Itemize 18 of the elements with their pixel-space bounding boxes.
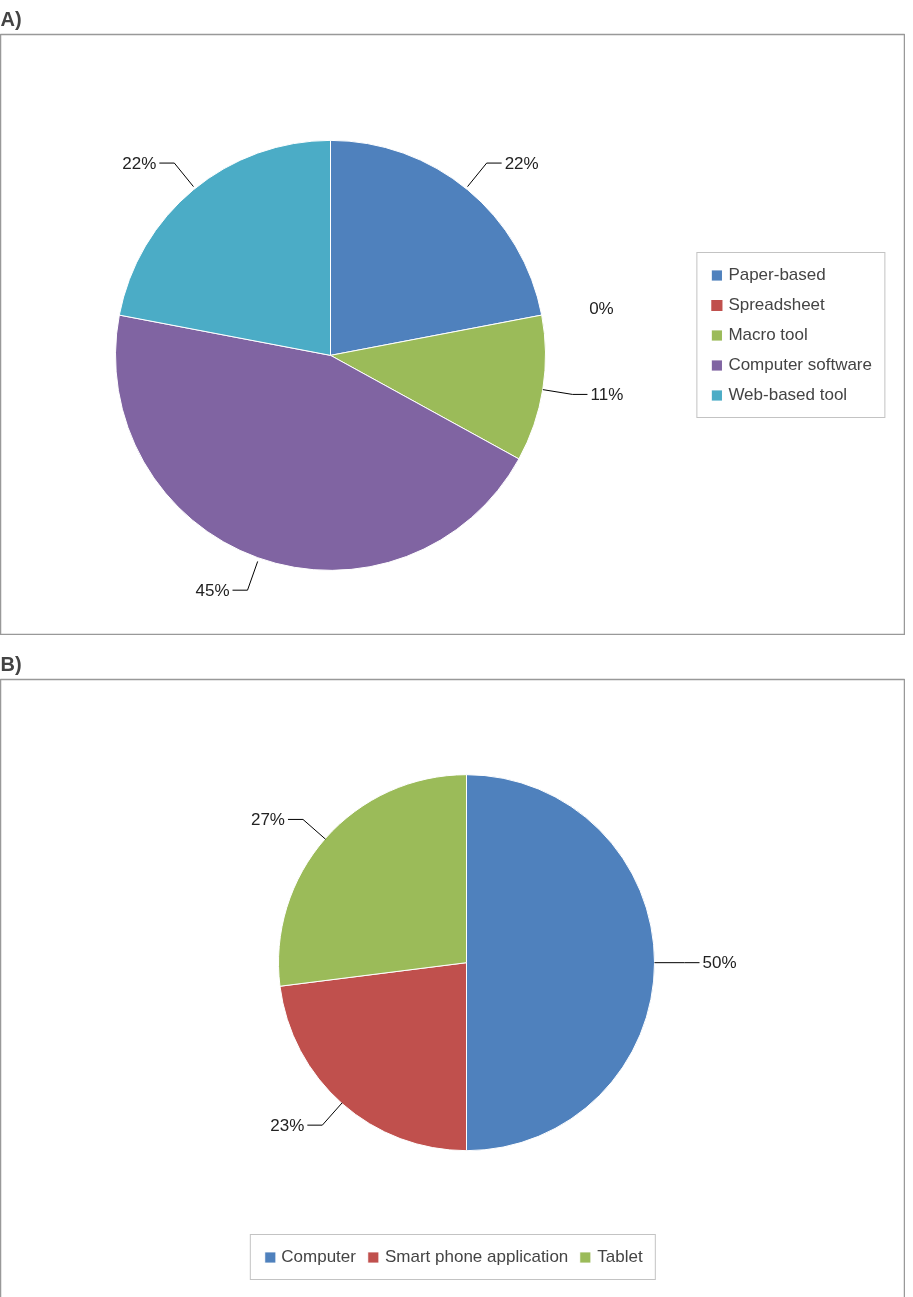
data-label: 27% xyxy=(250,809,285,829)
data-label: 22% xyxy=(122,153,157,173)
legend-label: Tablet xyxy=(597,1247,643,1267)
data-label: 11% xyxy=(590,384,624,404)
legend-label: Paper-based xyxy=(728,264,826,285)
legend-label: Smart phone application xyxy=(384,1247,569,1267)
legend-label: Web-based tool xyxy=(728,384,848,405)
data-label: 50% xyxy=(702,953,737,973)
text: 0% xyxy=(589,299,614,319)
legend-label: Macro tool xyxy=(728,324,808,345)
legend-label: Spreadsheet xyxy=(728,294,825,315)
text: B) xyxy=(0,652,22,675)
data-label: 22% xyxy=(504,153,539,173)
legend-label: Computer software xyxy=(728,354,872,375)
legend-label: Computer xyxy=(281,1247,356,1267)
chart-title: A) xyxy=(0,7,22,30)
data-label: 45% xyxy=(195,580,230,600)
data-label: 23% xyxy=(270,1115,305,1135)
